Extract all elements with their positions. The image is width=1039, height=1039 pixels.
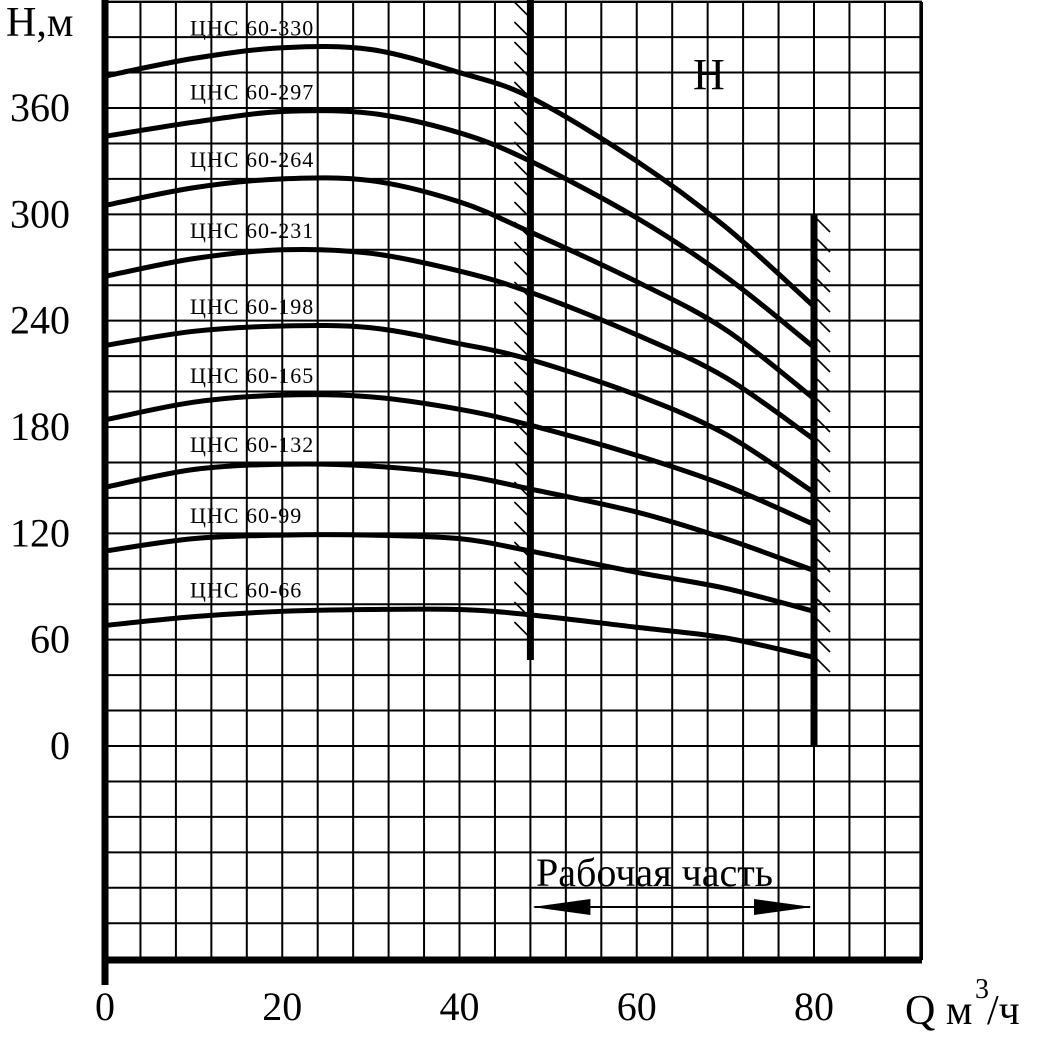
x-tick-label: 40 xyxy=(440,984,480,1029)
working-zone-arrow-right xyxy=(754,899,812,915)
y-tick-label: 60 xyxy=(30,617,70,662)
series-curve xyxy=(102,323,817,496)
series-curve xyxy=(102,532,817,614)
x-axis-title-suffix: /ч xyxy=(987,988,1020,1034)
y-tick-label: 360 xyxy=(10,85,70,130)
series-label: ЦНС 60-132 xyxy=(190,432,314,457)
y-tick-label: 120 xyxy=(10,510,70,555)
y-tick-label: 240 xyxy=(10,298,70,343)
x-tick-label: 60 xyxy=(617,984,657,1029)
series-curve xyxy=(102,246,817,442)
y-tick-label: 180 xyxy=(10,404,70,449)
y-tick-label: 300 xyxy=(10,191,70,236)
labels: 0 60 120 180 240 300 360 0 20 40 60 80 ЦНС 60-330 ЦНС… xyxy=(10,16,834,1029)
series-label: ЦНС 60-297 xyxy=(190,80,314,105)
series-curve xyxy=(102,392,817,527)
x-axis-title: Q м xyxy=(905,988,972,1034)
y-tick-label: 0 xyxy=(50,723,70,768)
series-label: ЦНС 60-330 xyxy=(190,16,314,41)
working-zone-arrow-left xyxy=(532,899,591,915)
y-axis-title: H,м xyxy=(6,0,73,46)
x-tick-label: 0 xyxy=(95,984,115,1029)
x-axis-title-sup: 3 xyxy=(975,974,989,1005)
curves xyxy=(102,44,817,660)
series-label: ЦНС 60-231 xyxy=(190,218,314,243)
series-label: ЦНС 60-99 xyxy=(190,503,302,528)
series-label: ЦНС 60-198 xyxy=(190,294,314,319)
series-label: ЦНС 60-66 xyxy=(190,578,302,603)
working-zone-label: Рабочая часть xyxy=(536,850,773,895)
x-tick-label: 20 xyxy=(262,984,302,1029)
series-label: ЦНС 60-264 xyxy=(190,147,314,172)
series-curve xyxy=(102,108,817,350)
series-curve xyxy=(102,461,817,574)
series-curve xyxy=(102,606,817,660)
series-label: ЦНС 60-165 xyxy=(190,363,314,388)
x-tick-label: 80 xyxy=(794,984,834,1029)
panel-label: H xyxy=(693,50,725,99)
series-curve xyxy=(102,175,817,402)
series-curve xyxy=(102,44,817,309)
axes xyxy=(101,0,922,985)
